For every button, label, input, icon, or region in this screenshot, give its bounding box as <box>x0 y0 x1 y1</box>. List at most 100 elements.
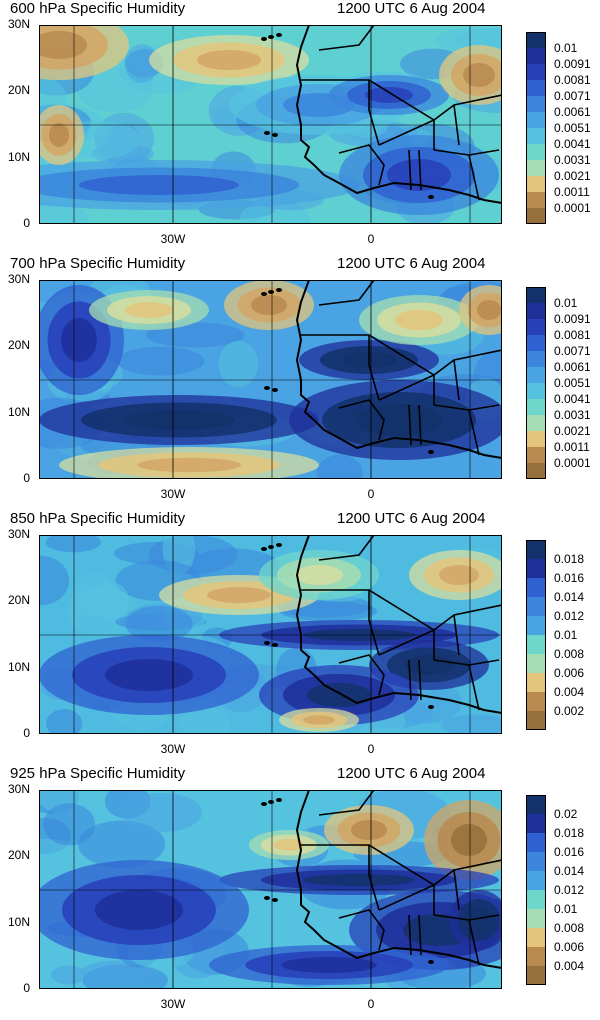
colorbar-label: 0.0071 <box>554 344 591 358</box>
colorbar-segment <box>526 160 546 176</box>
x-tick-label: 0 <box>367 232 375 246</box>
island <box>268 35 274 39</box>
x-tick-label: 0 <box>367 487 375 501</box>
colorbar-segment <box>526 415 546 431</box>
humidity-contour <box>405 655 453 675</box>
colorbar-label: 0.014 <box>554 590 585 604</box>
humidity-contour <box>105 659 193 691</box>
coastline <box>295 535 502 714</box>
colorbar-label: 0.01 <box>554 628 578 642</box>
country-border <box>301 589 380 656</box>
colorbar-label: 0.0041 <box>554 137 591 151</box>
colorbar-label: 0.0051 <box>554 376 591 390</box>
island <box>272 898 278 902</box>
colorbar-label: 0.012 <box>554 609 585 623</box>
colorbar-label: 0.0031 <box>554 408 591 422</box>
country-border <box>338 909 385 951</box>
colorbar-label: 0.016 <box>554 845 585 859</box>
humidity-contour <box>79 175 239 195</box>
colorbar-label: 0.002 <box>554 704 585 718</box>
colorbar-segment <box>526 947 546 966</box>
colorbar-segment <box>526 319 546 335</box>
colorbar-label: 0.004 <box>554 959 585 973</box>
humidity-patch <box>50 965 86 985</box>
panel-title: 850 hPa Specific Humidity <box>10 510 186 527</box>
island <box>428 705 434 709</box>
humidity-patch <box>125 605 193 642</box>
panel-time-label: 1200 UTC 6 Aug 2004 <box>337 765 486 782</box>
colorbar-label: 0.004 <box>554 685 585 699</box>
humidity-contour <box>303 874 415 886</box>
colorbar-label: 0.0021 <box>554 169 591 183</box>
colorbar-label: 0.01 <box>554 41 578 55</box>
x-tick-label: 0 <box>367 742 375 756</box>
panel-2: 850 hPa Specific Humidity 1200 UTC 6 Aug … <box>0 510 600 765</box>
x-tick-label: 0 <box>367 997 375 1011</box>
humidity-contour <box>355 404 443 436</box>
country-border <box>378 628 435 660</box>
colorbar-segment <box>526 64 546 80</box>
humidity-contour <box>61 318 97 362</box>
map-frame <box>39 25 502 224</box>
colorbar <box>526 795 546 985</box>
country-border <box>368 844 502 886</box>
colorbar-label: 0.012 <box>554 883 585 897</box>
colorbar-segment <box>526 871 546 890</box>
y-tick-label: 10N <box>7 914 30 929</box>
colorbar-label: 0.01 <box>554 296 578 310</box>
colorbar-label: 0.01 <box>554 902 578 916</box>
country-border <box>318 790 375 816</box>
colorbar-segment <box>526 431 546 447</box>
country-border <box>468 154 480 201</box>
humidity-patch <box>77 820 166 868</box>
colorbar-segment <box>526 287 546 303</box>
y-tick-label: 10N <box>7 659 30 674</box>
humidity-contour <box>303 715 335 725</box>
y-tick-label: 20N <box>7 338 30 353</box>
y-tick-label: 30N <box>7 527 30 541</box>
colorbar-segment <box>526 711 546 730</box>
y-tick-label: 0 <box>23 471 30 485</box>
colorbar-segment <box>526 463 546 479</box>
country-border <box>301 79 380 146</box>
colorbar-label: 0.018 <box>554 826 585 840</box>
colorbar-segment <box>526 673 546 692</box>
colorbar-label: 0.008 <box>554 921 585 935</box>
panel-title: 600 hPa Specific Humidity <box>10 0 186 17</box>
y-tick-label: 20N <box>7 848 30 863</box>
colorbar <box>526 540 546 730</box>
colorbar-segment <box>526 399 546 415</box>
colorbar-label: 0.018 <box>554 552 585 566</box>
colorbar-segment <box>526 112 546 128</box>
colorbar-segment <box>526 814 546 833</box>
colorbar-label: 0.0001 <box>554 456 591 470</box>
humidity-contour <box>395 310 443 330</box>
colorbar-label: 0.016 <box>554 571 585 585</box>
y-tick-label: 20N <box>7 593 30 608</box>
colorbar-segment <box>526 383 546 399</box>
country-border <box>468 919 480 966</box>
humidity-contour <box>273 839 305 851</box>
island <box>264 386 270 390</box>
island <box>261 802 267 806</box>
colorbar-label: 0.0011 <box>554 185 590 199</box>
humidity-map <box>39 535 502 734</box>
colorbar-segment <box>526 144 546 160</box>
map-frame <box>39 790 502 989</box>
panel-0: 600 hPa Specific Humidity 1200 UTC 6 Aug … <box>0 0 600 255</box>
colorbar-segment <box>526 128 546 144</box>
panel-time-label: 1200 UTC 6 Aug 2004 <box>337 255 486 272</box>
colorbar-label: 0.0061 <box>554 360 591 374</box>
country-border <box>453 104 460 146</box>
humidity-contour <box>365 87 413 103</box>
country-border <box>318 535 375 561</box>
panel-time-label: 1200 UTC 6 Aug 2004 <box>337 0 486 17</box>
colorbar-label: 0.0001 <box>554 201 591 215</box>
colorbar-segment <box>526 96 546 112</box>
panel-title: 925 hPa Specific Humidity <box>10 765 186 782</box>
colorbar-segment <box>526 559 546 578</box>
panel-1: 700 hPa Specific Humidity 1200 UTC 6 Aug … <box>0 255 600 510</box>
island <box>276 798 282 802</box>
humidity-contour <box>281 957 377 973</box>
